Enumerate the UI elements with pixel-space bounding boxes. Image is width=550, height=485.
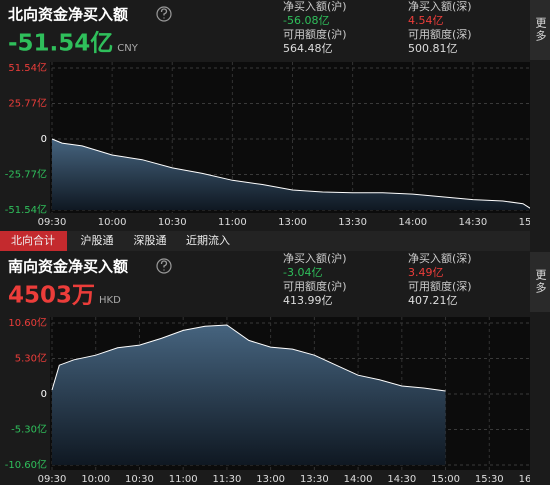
stat-label: 净买入额(沪) bbox=[283, 251, 347, 265]
header-bg bbox=[0, 252, 530, 312]
panel-title: 南向资金净买入额 bbox=[8, 258, 128, 276]
x-tick-label: 13:00 bbox=[256, 474, 285, 485]
y-tick-label: 25.77亿 bbox=[8, 97, 47, 110]
x-tick-label: 10:30 bbox=[125, 474, 154, 485]
x-tick-label: 15:30 bbox=[475, 474, 504, 485]
stat-label: 净买入额(沪) bbox=[283, 0, 347, 13]
more-button[interactable]: 更多 bbox=[530, 252, 550, 312]
area bbox=[52, 325, 446, 465]
stat-label: 可用额度(沪) bbox=[283, 27, 347, 41]
y-tick-label: -5.30亿 bbox=[11, 423, 47, 436]
x-tick-label: 15:00 bbox=[519, 217, 530, 228]
x-tick-label: 15:00 bbox=[431, 474, 460, 485]
tab[interactable]: 深股通 bbox=[134, 234, 167, 247]
y-tick-label: 5.30亿 bbox=[15, 352, 47, 365]
stat-value: 4.54亿 bbox=[408, 14, 444, 27]
active-tab bbox=[0, 231, 67, 251]
stat-value: -56.08亿 bbox=[283, 14, 329, 27]
panel-title: 北向资金净买入额 bbox=[8, 6, 128, 24]
stat-label: 净买入额(深) bbox=[408, 0, 472, 13]
x-tick-label: 10:00 bbox=[98, 217, 127, 228]
x-tick-label: 09:30 bbox=[38, 474, 67, 485]
stat-value: 3.49亿 bbox=[408, 266, 444, 279]
stat-label: 可用额度(深) bbox=[408, 279, 472, 293]
help-icon[interactable] bbox=[156, 258, 172, 274]
x-tick-label: 14:30 bbox=[458, 217, 487, 228]
x-tick-label: 11:00 bbox=[218, 217, 247, 228]
net-value: -51.54亿 bbox=[8, 31, 113, 57]
x-tick-label: 09:30 bbox=[38, 217, 67, 228]
header-bg bbox=[0, 0, 530, 60]
x-tick-label: 14:00 bbox=[398, 217, 427, 228]
stat-label: 净买入额(深) bbox=[408, 251, 472, 265]
x-tick-label: 13:30 bbox=[338, 217, 367, 228]
more-button[interactable]: 更多 bbox=[530, 0, 550, 60]
stat-label: 可用额度(沪) bbox=[283, 279, 347, 293]
x-tick-label: 13:30 bbox=[300, 474, 329, 485]
stat-value: -3.04亿 bbox=[283, 266, 322, 279]
y-tick-label: 51.54亿 bbox=[8, 61, 47, 74]
y-tick-label: 0 bbox=[41, 389, 47, 400]
y-tick-label: 10.60亿 bbox=[8, 316, 47, 329]
x-tick-label: 16:00 bbox=[519, 474, 530, 485]
tab[interactable]: 沪股通 bbox=[81, 233, 114, 247]
tab-bar bbox=[0, 231, 530, 251]
stat-value: 413.99亿 bbox=[283, 294, 333, 307]
line bbox=[51, 138, 530, 209]
x-tick-label: 11:30 bbox=[212, 474, 241, 485]
x-tick-label: 10:00 bbox=[81, 474, 110, 485]
help-icon-mark bbox=[160, 8, 168, 19]
area bbox=[52, 139, 530, 210]
x-tick-label: 14:00 bbox=[344, 474, 373, 485]
y-tick-label: -10.60亿 bbox=[5, 458, 47, 471]
help-icon[interactable] bbox=[156, 6, 172, 22]
y-tick-label: 0 bbox=[41, 134, 47, 145]
stat-value: 407.21亿 bbox=[408, 294, 458, 307]
net-value: 4503万 bbox=[8, 283, 95, 309]
screen: 北向资金净买入额-51.54亿 CNY净买入额(沪)-56.08亿净买入额(深)4… bbox=[0, 0, 530, 485]
tab[interactable]: 北向合计 bbox=[11, 233, 55, 247]
x-tick-label: 13:00 bbox=[278, 217, 307, 228]
tab[interactable]: 近期流入 bbox=[186, 233, 230, 247]
x-tick-label: 11:00 bbox=[169, 474, 198, 485]
help-icon-mark bbox=[160, 260, 168, 271]
x-tick-label: 10:30 bbox=[158, 217, 187, 228]
currency: CNY bbox=[117, 43, 138, 54]
currency: HKD bbox=[99, 295, 121, 306]
x-tick-label: 14:30 bbox=[387, 474, 416, 485]
line bbox=[51, 324, 446, 392]
stat-value: 500.81亿 bbox=[408, 42, 458, 55]
y-tick-label: -25.77亿 bbox=[5, 168, 47, 181]
stat-value: 564.48亿 bbox=[283, 42, 333, 55]
stat-label: 可用额度(深) bbox=[408, 27, 472, 41]
y-tick-label: -51.54亿 bbox=[5, 203, 47, 216]
